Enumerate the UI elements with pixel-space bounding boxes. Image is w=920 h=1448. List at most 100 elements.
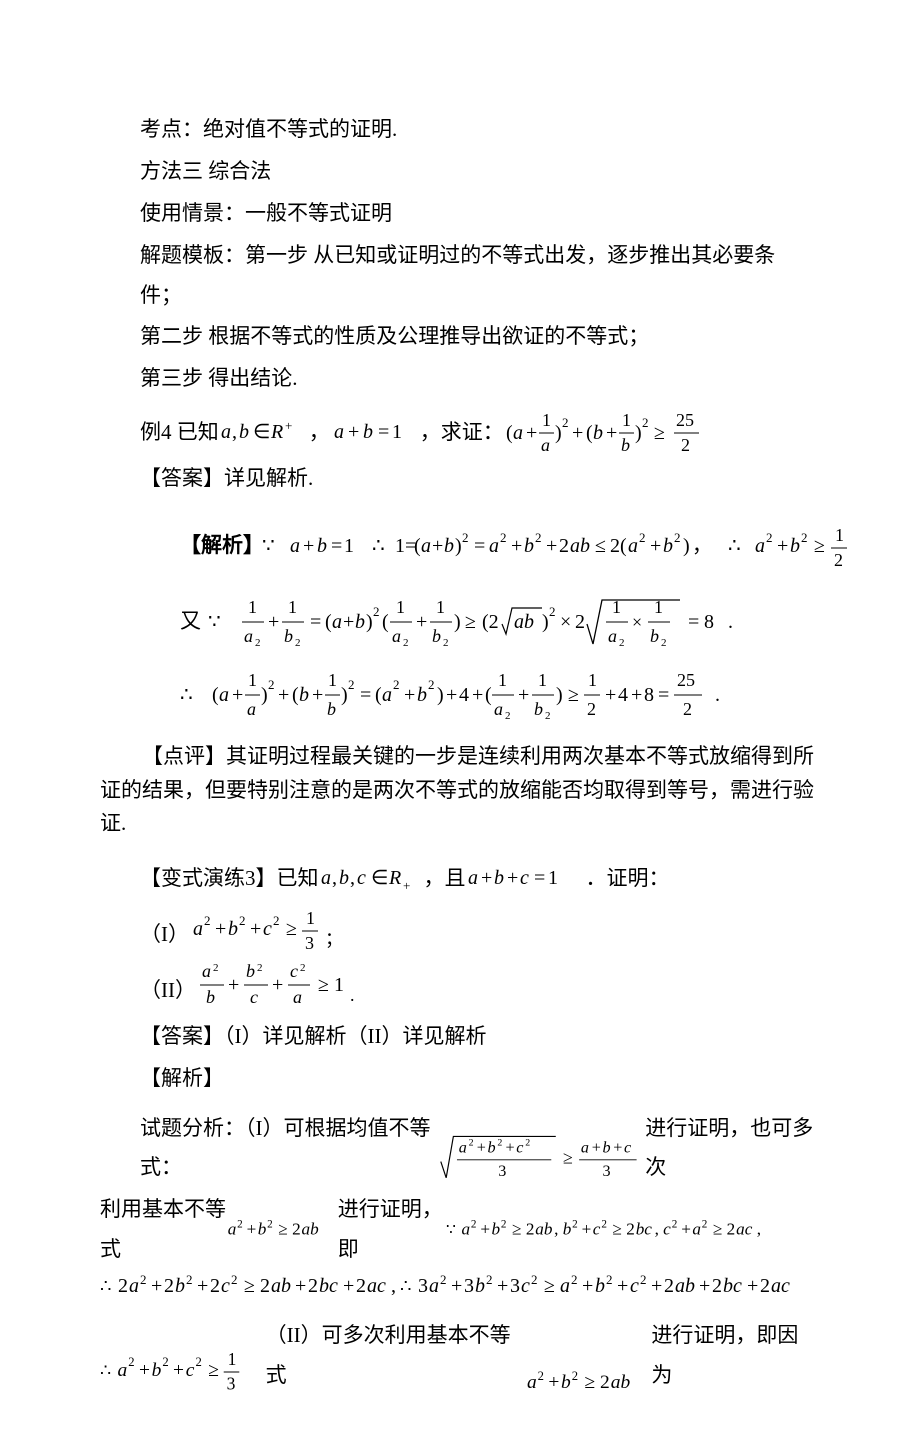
svg-text:2: 2 bbox=[210, 1275, 220, 1297]
svg-text:≥: ≥ bbox=[612, 1220, 621, 1239]
svg-text:∵: ∵ bbox=[208, 611, 221, 633]
svg-text:+: + bbox=[548, 1372, 559, 1393]
svg-text:): ) bbox=[261, 684, 268, 706]
svg-text:c: c bbox=[521, 1275, 530, 1297]
roman-i: （I） bbox=[140, 915, 189, 955]
svg-text:≥: ≥ bbox=[814, 535, 825, 557]
svg-text:b: b bbox=[602, 1140, 610, 1157]
svg-text:3: 3 bbox=[602, 1163, 610, 1180]
svg-text:，: ， bbox=[692, 535, 712, 557]
variant-suffix: ．证明： bbox=[586, 859, 670, 899]
svg-text:+: + bbox=[173, 1360, 184, 1381]
svg-text:+: + bbox=[215, 918, 226, 940]
svg-text:1: 1 bbox=[392, 421, 402, 443]
svg-text:≥: ≥ bbox=[654, 422, 665, 444]
svg-text:1: 1 bbox=[288, 597, 297, 617]
svg-text:2: 2 bbox=[204, 913, 211, 928]
svg-text:2: 2 bbox=[531, 1272, 538, 1287]
svg-text:1: 1 bbox=[622, 410, 631, 430]
svg-text:2: 2 bbox=[162, 1355, 168, 1369]
answer-line: 【答案】详见解析. bbox=[140, 459, 815, 499]
svg-text:(: ( bbox=[382, 611, 389, 633]
svg-text:2: 2 bbox=[626, 1220, 635, 1239]
svg-text:=: = bbox=[658, 684, 669, 706]
example4-statement: 例4 已知 a , b ∈ R + ， a + b = 1 ，求证： ( a +… bbox=[140, 409, 815, 457]
svg-text:b: b bbox=[239, 421, 249, 443]
svg-text:+: + bbox=[268, 611, 279, 633]
svg-text:a: a bbox=[221, 421, 231, 443]
svg-text:b: b bbox=[790, 535, 800, 557]
svg-text:+: + bbox=[228, 974, 239, 996]
use-mid: 进行证明，即 bbox=[338, 1190, 446, 1270]
svg-text:≥: ≥ bbox=[568, 684, 579, 706]
svg-text:a: a bbox=[321, 867, 331, 889]
svg-text:b: b bbox=[175, 1275, 185, 1297]
ex4-prefix-text: 例4 已知 bbox=[140, 413, 219, 453]
use-text: 利用基本不等式 bbox=[100, 1190, 226, 1270]
svg-text:ac: ac bbox=[736, 1220, 753, 1239]
svg-text:2: 2 bbox=[295, 637, 301, 649]
svg-text:a: a bbox=[244, 626, 253, 646]
svg-text:bc: bc bbox=[636, 1220, 653, 1239]
svg-text:c: c bbox=[263, 918, 272, 940]
svg-text:2: 2 bbox=[661, 637, 667, 649]
svg-text:2: 2 bbox=[526, 1220, 535, 1239]
template-step1: 解题模板：第一步 从已知或证明过的不等式出发，逐步推出其必要条件； bbox=[140, 236, 815, 316]
svg-text:2: 2 bbox=[501, 1219, 507, 1231]
svg-text:ab: ab bbox=[610, 1372, 630, 1393]
svg-text:b: b bbox=[494, 867, 504, 889]
comment-paragraph: 【点评】其证明过程最关键的一步是连续利用两次基本不等式放缩得到所证的结果，但要特… bbox=[100, 740, 815, 841]
svg-text:b: b bbox=[663, 535, 673, 557]
svg-text:): ) bbox=[455, 535, 462, 557]
svg-text:c: c bbox=[250, 987, 258, 1007]
svg-text:8: 8 bbox=[704, 611, 714, 633]
svg-text:+: + bbox=[777, 535, 788, 557]
scenario-line: 使用情景：一般不等式证明 bbox=[140, 194, 815, 234]
svg-text:c: c bbox=[516, 1140, 523, 1157]
svg-text:,: , bbox=[391, 1275, 396, 1297]
svg-text:,: , bbox=[757, 1220, 761, 1239]
svg-text:2: 2 bbox=[674, 530, 681, 545]
svg-text:2: 2 bbox=[231, 1272, 238, 1287]
svg-text:+: + bbox=[605, 684, 616, 706]
svg-text:c: c bbox=[624, 1140, 631, 1157]
svg-text:+: + bbox=[343, 611, 354, 633]
svg-text:a: a bbox=[429, 1275, 439, 1297]
svg-text:∵: ∵ bbox=[446, 1222, 456, 1239]
analysis-prefix: 试题分析：（I）可根据均值不等式： bbox=[140, 1109, 439, 1189]
svg-text:=: = bbox=[310, 611, 321, 633]
ex4-prove-text: ，求证： bbox=[420, 413, 504, 453]
svg-text:4: 4 bbox=[618, 684, 628, 706]
svg-text:c: c bbox=[290, 961, 298, 981]
svg-text:2: 2 bbox=[273, 913, 280, 928]
svg-text:b: b bbox=[561, 1372, 571, 1393]
svg-text:=: = bbox=[360, 684, 371, 706]
svg-text:2: 2 bbox=[571, 1370, 577, 1383]
math-part-ii: a 2 b + b 2 c + c 2 a ≥ 1 . bbox=[196, 959, 366, 1011]
svg-text:): ) bbox=[555, 422, 562, 444]
math-ex4-target: ( a + 1 a ) 2 + ( b + 1 b ) 2 ≥ 25 2 bbox=[504, 409, 734, 457]
svg-text:b: b bbox=[206, 987, 215, 1007]
svg-text:b: b bbox=[621, 435, 630, 455]
svg-text:ac: ac bbox=[771, 1275, 790, 1297]
svg-text:ac: ac bbox=[367, 1275, 386, 1297]
svg-text:1: 1 bbox=[654, 597, 663, 617]
svg-text:=: = bbox=[474, 535, 485, 557]
math-chain3: ∴ a 2 + b 2 + c 2 ≥ 1 3 bbox=[100, 1348, 266, 1396]
svg-text:2: 2 bbox=[760, 1275, 770, 1297]
svg-text:,: , bbox=[654, 1220, 658, 1239]
svg-text:2: 2 bbox=[535, 530, 542, 545]
svg-text:b: b bbox=[650, 626, 659, 646]
svg-text:2: 2 bbox=[572, 1219, 578, 1231]
svg-text:b: b bbox=[299, 684, 309, 706]
math-ab-in-rplus: a , b ∈ R + bbox=[219, 420, 309, 446]
template-step2: 第二步 根据不等式的性质及公理推导出欲证的不等式； bbox=[140, 317, 815, 357]
svg-text:a: a bbox=[458, 1140, 466, 1157]
svg-text:a: a bbox=[193, 918, 203, 940]
svg-text:≤: ≤ bbox=[595, 535, 606, 557]
svg-text:R: R bbox=[270, 421, 283, 443]
svg-text:(: ( bbox=[325, 611, 332, 633]
svg-text:∈: ∈ bbox=[253, 421, 270, 443]
svg-text:2: 2 bbox=[801, 530, 808, 545]
svg-text:2: 2 bbox=[239, 913, 246, 928]
